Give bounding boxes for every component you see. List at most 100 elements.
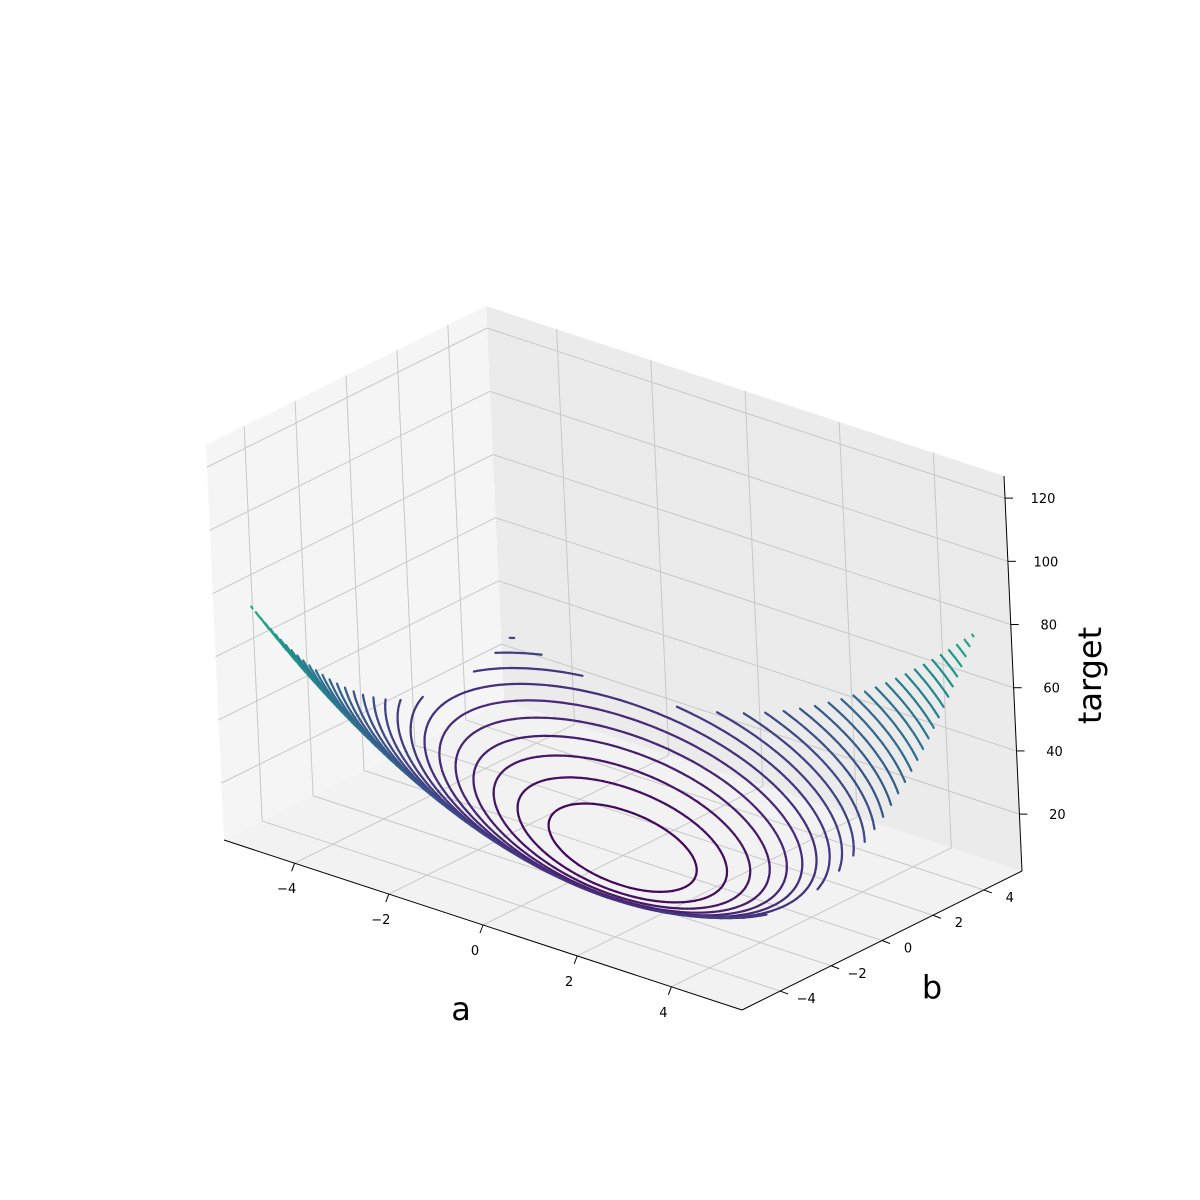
contour-segment	[552, 669, 563, 674]
contour-segment	[592, 739, 602, 744]
contour-segment	[629, 899, 639, 904]
contour-segment	[646, 907, 656, 912]
contour-segment	[609, 781, 618, 786]
contour-segment	[548, 684, 559, 688]
contour-segment	[293, 657, 297, 663]
z-tick-label: 80	[1040, 619, 1057, 634]
x-tick-label: −2	[371, 913, 390, 928]
contour-segment	[584, 721, 594, 726]
contour-segment	[605, 760, 615, 765]
grid-line-x-back	[932, 452, 952, 848]
contour-segment	[636, 901, 646, 905]
contour-segment	[642, 902, 653, 907]
contour-segment	[896, 789, 900, 795]
contour-segment	[585, 690, 595, 695]
contour-segment	[592, 691, 602, 696]
contour-lines	[250, 605, 975, 920]
contour-segment	[545, 716, 555, 720]
contour-segment	[607, 804, 617, 809]
contour-segment	[353, 724, 358, 729]
z-axis-label: target	[1071, 627, 1109, 724]
y-tick-label: 4	[1006, 891, 1014, 906]
contour-segment	[909, 768, 913, 772]
contour-segment	[816, 886, 821, 891]
contour-segment	[267, 627, 271, 631]
contour-segment	[553, 717, 565, 721]
x-tick-label: 4	[659, 1006, 667, 1021]
contour-segment	[450, 809, 455, 814]
grid-line-x-back	[744, 390, 764, 787]
grid-line-y-floor	[262, 820, 781, 992]
grid-line-z-left	[212, 454, 493, 594]
contour-segment	[950, 683, 954, 688]
x-tick-mark	[667, 986, 672, 995]
contour-segment	[633, 895, 643, 900]
contour-segment	[881, 813, 885, 818]
x-tick-mark	[291, 863, 296, 872]
x-tick-label: 0	[471, 944, 479, 959]
grid-line-z-left	[215, 517, 496, 658]
contour-segment	[540, 683, 550, 687]
contour-segment	[562, 735, 573, 739]
contour-segment	[921, 746, 925, 751]
y-tick-mark	[830, 965, 840, 970]
contour-segment	[670, 909, 681, 914]
contour-segment	[646, 898, 657, 903]
contour-segment	[592, 802, 603, 806]
contour-segment	[342, 712, 347, 717]
grid-line-z-back	[495, 517, 1014, 689]
contour-segment	[655, 907, 666, 912]
contour-segment	[468, 823, 475, 828]
contour-segment	[926, 734, 930, 740]
contour-segment	[595, 778, 605, 783]
contour-segment	[330, 700, 337, 706]
contour-segment	[591, 722, 601, 727]
tick-marks: −4 −2 0 2 4 −4 −2 0 2 4 20 40 60 80 100 120	[277, 492, 1066, 1021]
contour-segment	[390, 759, 395, 764]
contour-segment	[250, 605, 254, 610]
z-tick-label: 120	[1031, 492, 1056, 507]
contour-segment	[602, 780, 612, 784]
grid-line-z-left	[218, 580, 499, 721]
contour-segment	[311, 679, 316, 684]
grid-line-z-back	[492, 454, 1011, 625]
y-tick-label: −2	[848, 967, 867, 982]
contour-segment	[377, 747, 382, 752]
contour-segment	[557, 875, 565, 881]
contour-segment	[663, 910, 673, 915]
grid-line-y-left	[294, 400, 314, 796]
contour-segment	[639, 906, 649, 910]
contour-segment	[472, 669, 480, 673]
contour-segment	[588, 706, 598, 711]
contour-segment	[419, 784, 423, 788]
contour-segment	[560, 701, 570, 705]
contour-segment	[628, 886, 638, 891]
contour-segment	[567, 702, 578, 706]
grid-line-z-left	[206, 327, 488, 468]
contour-segment	[322, 691, 326, 695]
contour-segment	[531, 652, 543, 656]
grid-line-z-back	[486, 327, 1006, 499]
contour-segment	[574, 703, 585, 708]
contour-segment	[677, 913, 688, 917]
y-axis-label: b	[922, 969, 942, 1007]
x-tick-mark	[573, 955, 578, 965]
contour-segment	[963, 654, 967, 658]
contour-segment	[491, 839, 497, 843]
z-tick-label: 40	[1046, 745, 1063, 760]
contour-segment	[432, 795, 438, 801]
contour-segment	[602, 709, 611, 714]
grid-line-x-back	[556, 329, 576, 725]
x-tick-mark	[479, 924, 484, 934]
x-axis-label: a	[451, 990, 471, 1028]
grid-lines	[206, 324, 1020, 992]
contour-segment	[578, 737, 588, 741]
z-tick-label: 20	[1049, 808, 1066, 823]
grid-line-y-left	[243, 426, 263, 822]
contour-segment	[605, 742, 615, 747]
contour-segment	[930, 723, 935, 729]
z-tick-label: 100	[1033, 555, 1058, 570]
grid-line-x-back	[650, 360, 670, 756]
grid-line-y-left	[447, 324, 467, 720]
